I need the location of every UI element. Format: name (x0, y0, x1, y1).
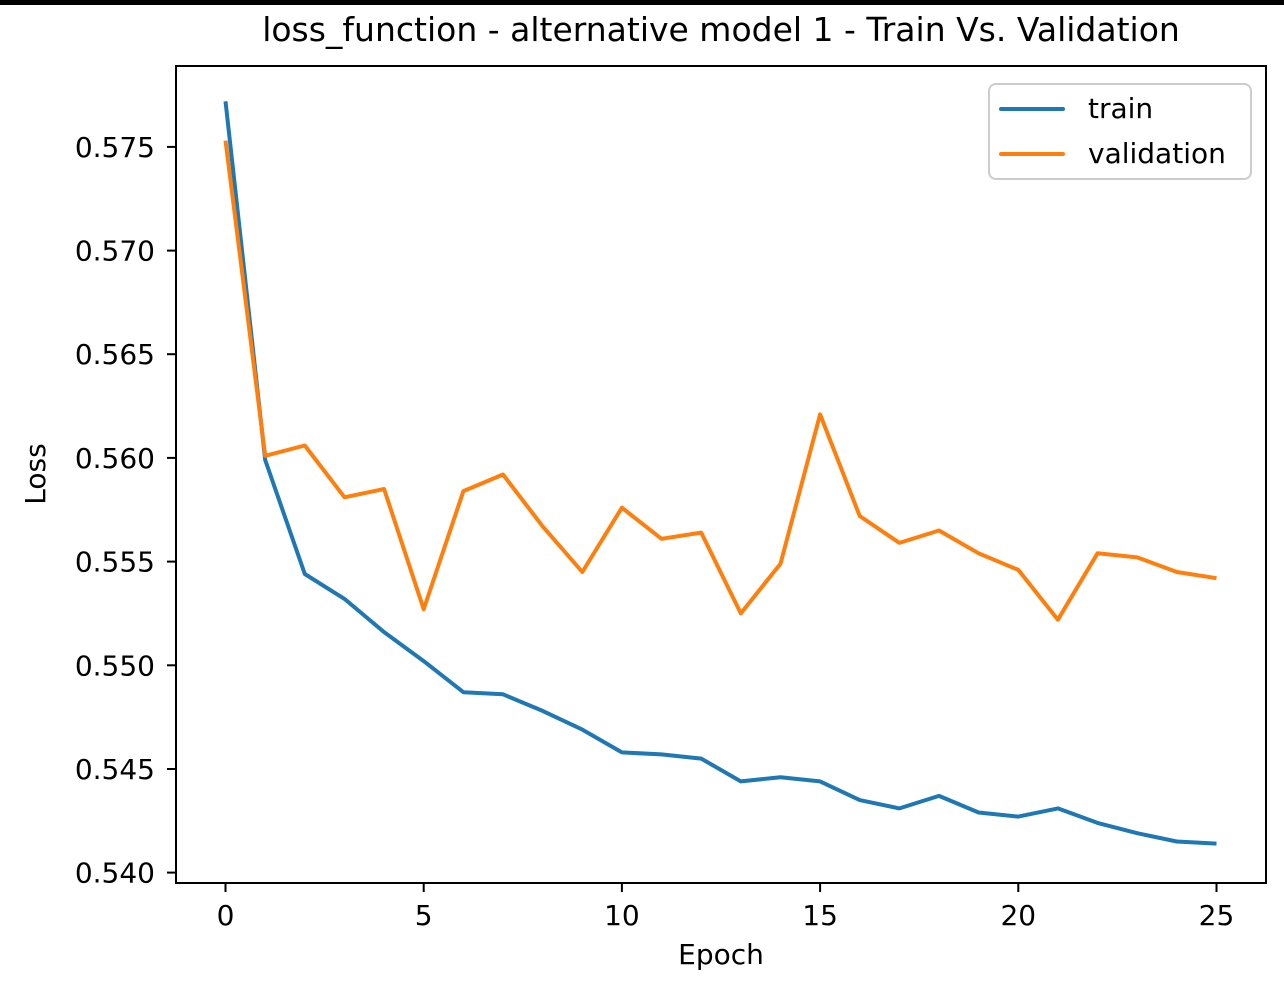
x-tick-label: 0 (217, 899, 235, 932)
legend-row-validation: validation (990, 132, 1250, 177)
window-top-border (0, 0, 1284, 5)
train-line (223, 101, 1217, 846)
y-tick-label: 0.545 (75, 753, 155, 786)
x-tick-label: 15 (802, 899, 838, 932)
legend-row-train: train (990, 87, 1250, 132)
train-line-sample (999, 107, 1065, 111)
y-tick-label: 0.560 (75, 442, 155, 475)
y-tick-label: 0.565 (75, 338, 155, 371)
y-tick-label: 0.555 (75, 546, 155, 579)
y-tick-label: 0.550 (75, 649, 155, 682)
x-tick-label: 20 (1000, 899, 1036, 932)
validation-line (223, 140, 1217, 622)
x-tick-label: 10 (604, 899, 640, 932)
y-tick-label: 0.575 (75, 131, 155, 164)
y-tick-label: 0.540 (75, 857, 155, 890)
validation-line-sample (999, 152, 1065, 156)
legend-label-validation: validation (1088, 137, 1226, 170)
legend: train validation (988, 83, 1252, 180)
x-tick-label: 25 (1199, 899, 1235, 932)
legend-label-train: train (1088, 92, 1154, 125)
y-axis-label: Loss (19, 443, 52, 505)
chart-title: loss_function - alternative model 1 - Tr… (262, 10, 1180, 49)
plot-border (175, 65, 1267, 884)
x-axis-label: Epoch (678, 938, 764, 971)
y-tick-label: 0.570 (75, 235, 155, 268)
x-tick-label: 5 (415, 899, 433, 932)
